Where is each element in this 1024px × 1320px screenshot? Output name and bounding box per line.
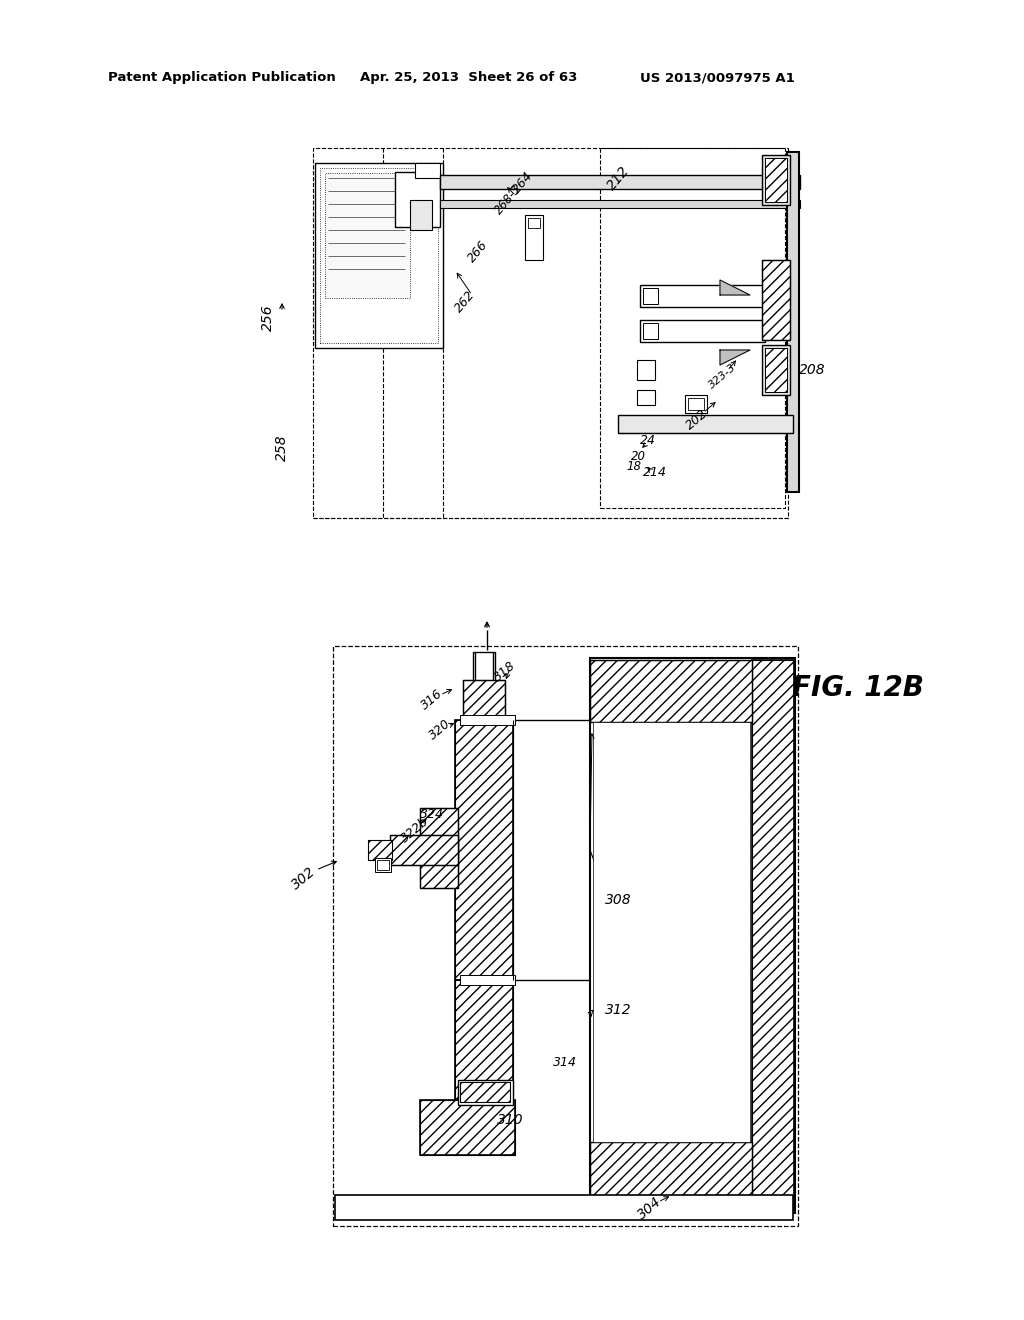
Bar — [455, 719, 513, 979]
Text: 264: 264 — [510, 170, 536, 197]
Bar — [420, 1100, 515, 1155]
Text: 202: 202 — [684, 408, 711, 433]
Bar — [455, 719, 513, 979]
Text: 258: 258 — [275, 434, 289, 461]
Text: 256: 256 — [261, 305, 275, 331]
Bar — [762, 260, 790, 341]
Bar — [313, 148, 788, 517]
Bar — [473, 652, 495, 719]
Bar — [455, 979, 513, 1100]
Text: FIG. 12B: FIG. 12B — [792, 675, 924, 702]
Bar — [685, 395, 707, 413]
Bar — [618, 414, 793, 433]
Text: US 2013/0097975 A1: US 2013/0097975 A1 — [640, 71, 795, 84]
Bar — [420, 808, 458, 888]
Bar — [458, 1080, 513, 1105]
Text: 308: 308 — [605, 894, 632, 907]
Bar — [440, 201, 800, 209]
Bar — [377, 861, 389, 870]
Text: 20: 20 — [631, 450, 645, 462]
Text: 320: 320 — [427, 717, 454, 743]
Bar — [455, 979, 513, 1100]
Bar — [590, 657, 795, 1213]
Bar — [688, 399, 705, 411]
Bar — [765, 158, 787, 202]
Bar — [390, 836, 458, 865]
Text: 316: 316 — [419, 688, 445, 713]
Bar — [315, 162, 443, 348]
Bar — [590, 1142, 752, 1204]
Bar — [440, 176, 800, 189]
Bar — [752, 660, 794, 1210]
Bar — [395, 172, 440, 227]
Bar — [375, 858, 391, 873]
Bar — [415, 162, 440, 178]
Bar — [460, 975, 515, 985]
Text: 322b: 322b — [398, 814, 431, 845]
Text: 208: 208 — [799, 363, 825, 378]
Bar — [325, 173, 410, 298]
Bar — [590, 660, 752, 722]
Bar — [637, 389, 655, 405]
Text: Patent Application Publication: Patent Application Publication — [108, 71, 336, 84]
Bar — [463, 680, 505, 719]
Bar — [762, 345, 790, 395]
Bar — [460, 715, 515, 725]
Bar — [333, 645, 798, 1226]
Polygon shape — [720, 350, 750, 366]
Bar — [765, 348, 787, 392]
Bar — [319, 168, 438, 343]
Bar — [463, 680, 505, 719]
Bar — [590, 660, 752, 722]
Bar — [368, 840, 392, 861]
Text: 268-3: 268-3 — [492, 182, 524, 218]
Bar — [640, 285, 765, 308]
Text: 302: 302 — [290, 865, 318, 892]
Bar — [460, 1082, 510, 1102]
Text: 262: 262 — [453, 289, 477, 315]
Bar — [410, 201, 432, 230]
Text: 318: 318 — [492, 659, 518, 685]
Bar — [528, 218, 540, 228]
Bar — [787, 152, 799, 492]
Bar — [640, 319, 765, 342]
Polygon shape — [720, 280, 750, 294]
Text: 312: 312 — [605, 1003, 632, 1016]
Bar — [590, 1142, 752, 1204]
Bar — [643, 288, 658, 304]
Text: 212: 212 — [604, 164, 632, 193]
Text: 24: 24 — [640, 433, 656, 446]
Bar — [390, 836, 458, 865]
Text: Apr. 25, 2013  Sheet 26 of 63: Apr. 25, 2013 Sheet 26 of 63 — [360, 71, 578, 84]
Bar — [643, 323, 658, 339]
Bar — [593, 722, 750, 1142]
Text: 214: 214 — [643, 466, 667, 479]
Text: 18: 18 — [627, 459, 641, 473]
Bar — [335, 1195, 793, 1220]
Bar — [637, 360, 655, 380]
Bar — [600, 148, 785, 508]
Text: 314: 314 — [553, 1056, 577, 1068]
Text: 324: 324 — [420, 808, 444, 821]
Bar — [420, 808, 458, 888]
Bar — [420, 1100, 515, 1155]
Bar — [762, 260, 790, 341]
Bar — [460, 1082, 510, 1102]
Bar — [752, 660, 794, 1210]
Bar — [368, 840, 392, 861]
Text: 310: 310 — [497, 1113, 523, 1127]
Bar — [525, 215, 543, 260]
Text: 266: 266 — [465, 239, 490, 265]
Text: 304: 304 — [635, 1195, 665, 1222]
Bar — [762, 154, 790, 205]
Text: 323-3: 323-3 — [708, 362, 738, 391]
